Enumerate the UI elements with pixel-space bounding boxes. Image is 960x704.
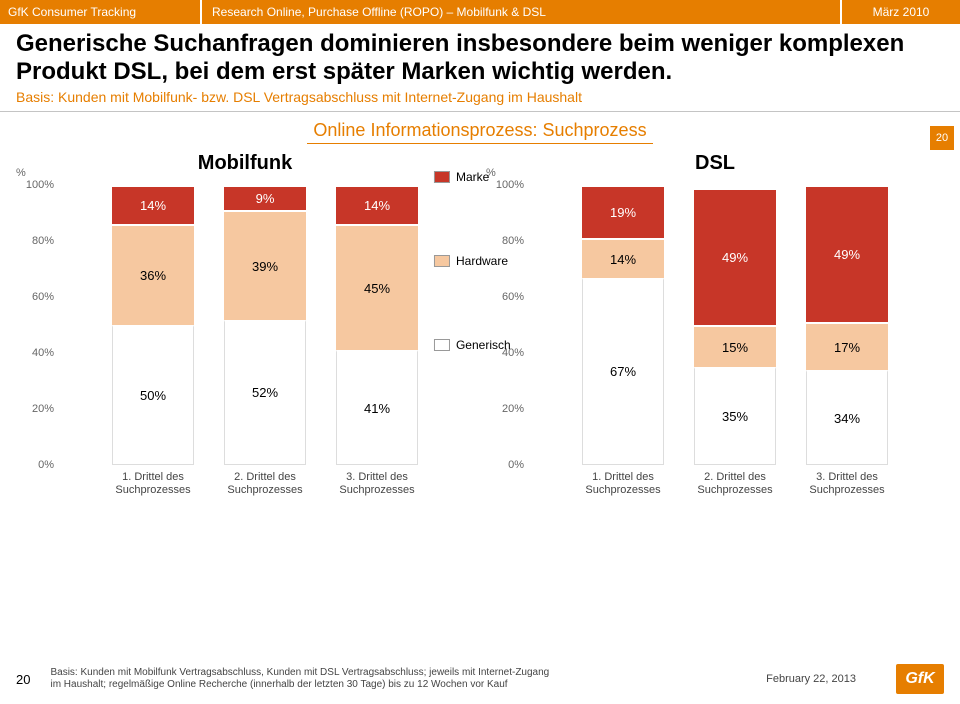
bar-segment-generisch: 67%	[582, 278, 664, 466]
subheadline: Basis: Kunden mit Mobilfunk- bzw. DSL Ve…	[0, 87, 960, 111]
gfk-logo: GfK	[896, 664, 944, 694]
bar-segment-hardware: 45%	[336, 224, 418, 350]
footer: 20 Basis: Kunden mit Mobilfunk Vertragsa…	[0, 664, 960, 694]
x-label: 2. Drittel des Suchprozesses	[224, 471, 306, 497]
charts-row: Mobilfunk % 0%20%40%60%80%100% 50%36%14%…	[0, 148, 960, 525]
chart-title-dsl: DSL	[480, 152, 950, 175]
x-label: 1. Drittel des Suchprozesses	[112, 471, 194, 497]
y-ticks: 0%20%40%60%80%100%	[10, 185, 60, 465]
legend-item: Marke	[434, 170, 511, 184]
bar-segment-generisch: 50%	[112, 325, 194, 465]
bars-dsl: 67%14%19%35%15%49%34%17%49%	[530, 185, 940, 465]
legend-label: Hardware	[456, 254, 508, 268]
bar-segment-generisch: 41%	[336, 350, 418, 465]
section-title: Online Informationsprozess: Suchprozess	[307, 120, 652, 144]
y-tick: 100%	[26, 179, 54, 191]
footer-date: February 22, 2013	[766, 673, 856, 685]
bar-segment-hardware: 14%	[582, 238, 664, 277]
stacked-bar: 67%14%19%	[582, 185, 664, 465]
bars-mobilfunk: 50%36%14%52%39%9%41%45%14%	[60, 185, 470, 465]
y-tick: 40%	[32, 347, 54, 359]
stacked-bar: 34%17%49%	[806, 185, 888, 465]
bar-segment-marke: 14%	[336, 185, 418, 224]
header-mid: Research Online, Purchase Offline (ROPO)…	[200, 0, 840, 24]
y-axis-label: %	[16, 167, 26, 179]
bar-segment-marke: 49%	[806, 185, 888, 322]
bar-segment-marke: 19%	[582, 185, 664, 238]
stacked-bar: 50%36%14%	[112, 185, 194, 465]
bar-segment-generisch: 52%	[224, 320, 306, 466]
chart-mobilfunk: Mobilfunk % 0%20%40%60%80%100% 50%36%14%…	[10, 152, 480, 525]
header-right: März 2010	[840, 0, 960, 24]
bar-segment-marke: 14%	[112, 185, 194, 224]
chart-title-mobilfunk: Mobilfunk	[10, 152, 480, 175]
x-label: 1. Drittel des Suchprozesses	[582, 471, 664, 497]
x-label: 3. Drittel des Suchprozesses	[806, 471, 888, 497]
stacked-bar: 41%45%14%	[336, 185, 418, 465]
x-labels-dsl: 1. Drittel des Suchprozesses 2. Drittel d…	[530, 471, 940, 497]
headline: Generische Suchanfragen dominieren insbe…	[0, 24, 960, 87]
bar-segment-hardware: 15%	[694, 325, 776, 367]
bar-segment-hardware: 39%	[224, 210, 306, 319]
chart-plot-mobilfunk: % 0%20%40%60%80%100% 50%36%14%52%39%9%41…	[10, 185, 480, 525]
y-tick: 0%	[508, 459, 524, 471]
page-number-badge: 20	[930, 126, 954, 150]
footer-page-num: 20	[16, 672, 30, 687]
y-tick: 0%	[38, 459, 54, 471]
y-tick: 60%	[32, 291, 54, 303]
legend-item: Hardware	[434, 254, 511, 268]
bar-segment-marke: 9%	[224, 185, 306, 210]
bar-segment-generisch: 34%	[806, 370, 888, 465]
x-label: 3. Drittel des Suchprozesses	[336, 471, 418, 497]
legend-swatch	[434, 255, 450, 267]
y-tick: 80%	[32, 235, 54, 247]
legend-swatch	[434, 339, 450, 351]
chart-dsl: DSL % 0%20%40%60%80%100% 67%14%19%35%15%…	[480, 152, 950, 525]
x-label: 2. Drittel des Suchprozesses	[694, 471, 776, 497]
chart-plot-dsl: % 0%20%40%60%80%100% 67%14%19%35%15%49%3…	[480, 185, 950, 525]
stacked-bar: 35%15%49%	[694, 188, 776, 465]
legend-label: Generisch	[456, 338, 511, 352]
bar-segment-hardware: 36%	[112, 224, 194, 325]
header-bar: GfK Consumer Tracking Research Online, P…	[0, 0, 960, 24]
stacked-bar: 52%39%9%	[224, 185, 306, 465]
bar-segment-generisch: 35%	[694, 367, 776, 465]
section-title-wrap: Online Informationsprozess: Suchprozess	[0, 112, 960, 148]
legend: Marke Hardware Generisch	[434, 170, 511, 352]
x-labels-mobilfunk: 1. Drittel des Suchprozesses 2. Drittel d…	[60, 471, 470, 497]
bar-segment-hardware: 17%	[806, 322, 888, 370]
legend-swatch	[434, 171, 450, 183]
y-tick: 20%	[32, 403, 54, 415]
bar-segment-marke: 49%	[694, 188, 776, 325]
header-left: GfK Consumer Tracking	[0, 0, 200, 24]
legend-label: Marke	[456, 170, 489, 184]
footer-text: Basis: Kunden mit Mobilfunk Vertragsabsc…	[50, 667, 550, 691]
legend-item: Generisch	[434, 338, 511, 352]
y-tick: 20%	[502, 403, 524, 415]
